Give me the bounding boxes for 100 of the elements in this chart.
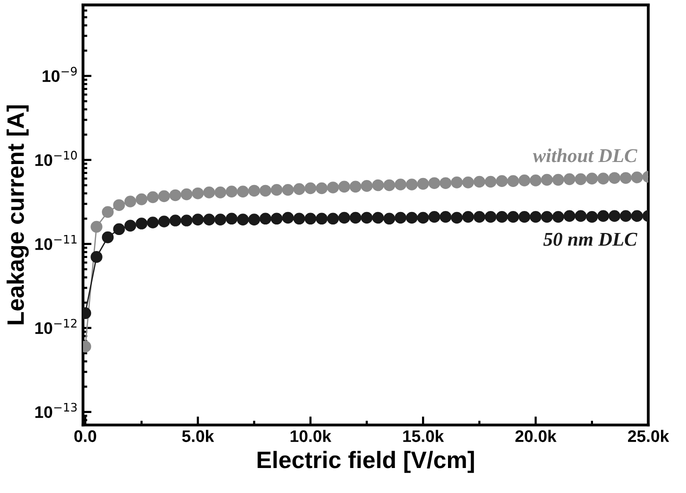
point bbox=[214, 186, 226, 198]
y-axis-title: Leakage current [A] bbox=[6, 105, 29, 324]
point bbox=[226, 186, 238, 198]
point bbox=[586, 210, 598, 223]
point bbox=[428, 210, 440, 223]
point bbox=[631, 210, 643, 222]
point bbox=[226, 212, 238, 225]
point bbox=[90, 220, 102, 233]
point bbox=[360, 180, 373, 192]
point bbox=[394, 212, 406, 224]
point bbox=[327, 182, 339, 194]
x-tick-label: 25.0k bbox=[628, 430, 670, 442]
point bbox=[350, 180, 362, 193]
point bbox=[158, 216, 170, 228]
point bbox=[282, 212, 294, 224]
point bbox=[192, 187, 204, 200]
point bbox=[282, 184, 294, 196]
point bbox=[574, 173, 587, 186]
point bbox=[372, 212, 384, 224]
x-tick-label: 0.0 bbox=[74, 430, 96, 442]
point bbox=[158, 190, 170, 202]
point bbox=[462, 176, 474, 188]
point bbox=[552, 210, 564, 223]
point bbox=[180, 214, 193, 226]
y-tick-label: 10$^{−9}$ bbox=[42, 66, 77, 82]
point bbox=[428, 177, 440, 189]
point bbox=[327, 212, 339, 225]
point bbox=[360, 212, 373, 224]
x-tick-label: 15.0k bbox=[403, 430, 444, 442]
x-tick-label: 5.0k bbox=[182, 430, 214, 442]
point bbox=[192, 214, 204, 226]
point bbox=[484, 210, 497, 223]
point bbox=[406, 212, 418, 224]
point bbox=[440, 210, 452, 223]
point bbox=[260, 184, 272, 197]
point bbox=[440, 177, 452, 189]
y-tick-label: 10$^{−13}$ bbox=[35, 402, 77, 418]
point bbox=[248, 214, 260, 226]
point bbox=[237, 186, 249, 198]
point bbox=[338, 212, 350, 224]
point bbox=[270, 212, 283, 225]
point bbox=[180, 188, 193, 200]
point bbox=[417, 212, 429, 224]
point bbox=[113, 223, 125, 236]
point bbox=[316, 212, 328, 225]
y-tick-label: 10$^{−10}$ bbox=[35, 150, 77, 166]
point bbox=[586, 172, 598, 184]
point bbox=[597, 210, 610, 222]
point bbox=[620, 172, 632, 184]
series-label: 50 nm DLC bbox=[543, 232, 638, 246]
point bbox=[260, 212, 272, 225]
point bbox=[417, 178, 429, 190]
point bbox=[564, 210, 576, 222]
point bbox=[169, 214, 182, 226]
point bbox=[518, 210, 530, 223]
point bbox=[102, 206, 114, 218]
series-label: without DLC bbox=[532, 148, 638, 162]
point bbox=[552, 174, 564, 186]
point bbox=[304, 212, 316, 225]
point bbox=[473, 210, 486, 223]
point bbox=[450, 176, 463, 188]
point bbox=[608, 210, 620, 222]
point bbox=[450, 212, 463, 224]
y-tick-label: 10$^{−12}$ bbox=[35, 318, 76, 334]
point bbox=[146, 216, 159, 228]
point bbox=[574, 210, 587, 222]
point bbox=[293, 183, 306, 195]
point bbox=[124, 196, 136, 208]
point bbox=[541, 210, 553, 223]
point bbox=[530, 174, 542, 186]
point bbox=[293, 212, 306, 225]
point bbox=[507, 175, 520, 187]
point bbox=[136, 193, 148, 206]
point bbox=[597, 172, 610, 184]
point bbox=[169, 189, 182, 202]
point bbox=[203, 214, 216, 226]
point bbox=[462, 210, 474, 223]
point bbox=[113, 199, 125, 211]
point bbox=[473, 176, 486, 188]
x-tick-label: 20.0k bbox=[515, 430, 557, 442]
point bbox=[518, 174, 530, 186]
y-tick-label: 10$^{−11}$ bbox=[35, 234, 77, 250]
point bbox=[248, 184, 260, 197]
point bbox=[146, 191, 159, 204]
point bbox=[338, 180, 350, 193]
point bbox=[484, 176, 497, 188]
point bbox=[136, 218, 148, 230]
x-tick-label: 10.0k bbox=[290, 430, 332, 442]
point bbox=[394, 178, 406, 190]
point bbox=[608, 172, 620, 184]
point bbox=[304, 182, 316, 194]
point bbox=[496, 175, 508, 187]
point bbox=[564, 173, 576, 186]
point bbox=[631, 171, 643, 184]
point bbox=[90, 251, 102, 263]
point bbox=[102, 231, 114, 244]
point bbox=[203, 186, 216, 198]
point bbox=[270, 184, 283, 196]
point bbox=[530, 210, 542, 223]
point bbox=[383, 179, 396, 192]
